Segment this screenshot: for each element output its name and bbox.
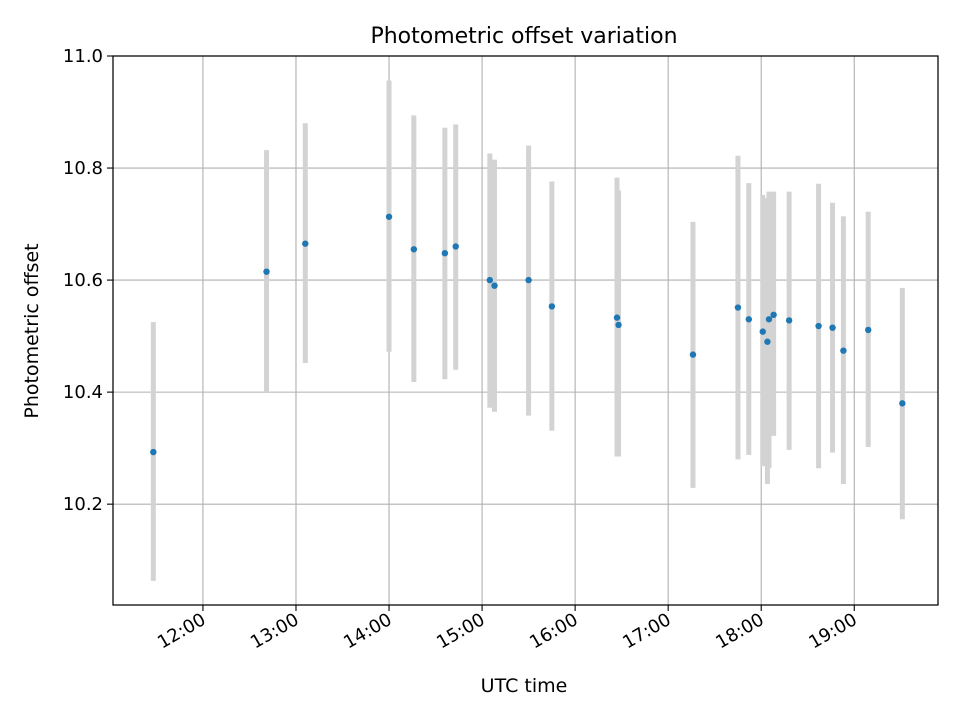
data-point [486,276,494,284]
data-point [525,276,532,284]
data-point [441,249,449,257]
data-point [899,400,906,407]
data-point [785,317,793,324]
data-point [770,311,777,319]
data-point [410,246,418,253]
data-point [829,324,836,331]
y-tick-label: 10.6 [63,270,103,291]
data-point [263,268,270,275]
data-point [615,321,622,329]
data-point [613,314,621,321]
data-point [759,328,766,335]
data-point [764,338,771,345]
data-point [491,282,498,289]
data-point [815,322,822,330]
data-point [548,303,556,310]
y-tick-label: 10.8 [63,158,103,179]
x-axis-title: UTC time [481,675,568,697]
data-point [150,448,157,456]
y-tick-label: 10.4 [63,382,103,403]
y-tick-label: 11.0 [63,46,103,67]
chart-title: Photometric offset variation [370,24,677,49]
y-tick-label: 10.2 [63,494,103,515]
data-point [840,347,847,354]
data-point [765,316,773,323]
data-point [689,351,697,358]
data-point [865,326,872,334]
plot-frame [112,55,939,606]
data-point [302,240,309,247]
y-axis-title: Photometric offset [21,243,43,418]
data-point [385,213,393,220]
point-layer [150,213,906,456]
data-point [452,243,459,250]
data-point [734,304,742,311]
data-point [745,316,753,323]
